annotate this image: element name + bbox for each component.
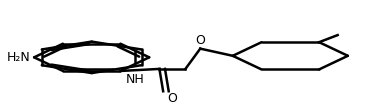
Text: O: O [195,34,205,47]
Text: H₂N: H₂N [7,51,31,64]
Text: NH: NH [126,73,145,86]
Text: O: O [167,92,177,105]
